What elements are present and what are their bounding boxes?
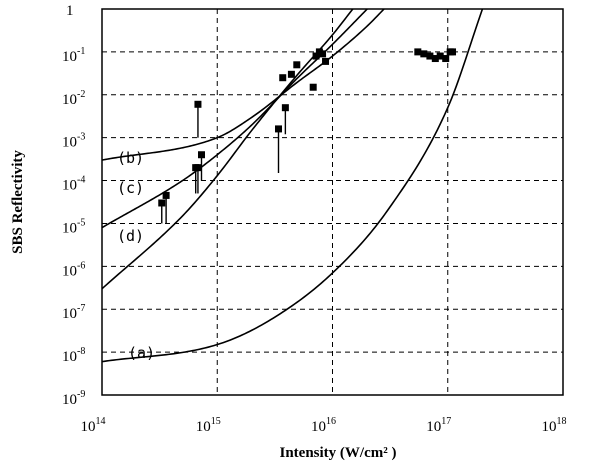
y-tick-exponent: -2 bbox=[77, 89, 85, 100]
data-point bbox=[420, 50, 428, 58]
curves bbox=[101, 8, 484, 363]
curve-d bbox=[101, 8, 354, 290]
data-point bbox=[158, 199, 166, 207]
data-point bbox=[312, 52, 320, 60]
tick-labels: 1014 1015 1016 1017 1018110-110-210-310-410-… bbox=[62, 3, 567, 435]
x-tick-base: 10 bbox=[311, 419, 326, 435]
y-tick-exponent: -1 bbox=[77, 46, 85, 57]
y-tick-label: 10-9 bbox=[62, 389, 85, 408]
y-tick-label: 10-6 bbox=[62, 260, 85, 279]
x-tick-exponent: 14 bbox=[96, 416, 106, 427]
x-tick-label: 1016 bbox=[311, 416, 336, 435]
x-tick-base: 10 bbox=[542, 419, 557, 435]
grid bbox=[102, 9, 563, 395]
data-point bbox=[414, 48, 422, 56]
data-point bbox=[279, 74, 287, 82]
y-tick-base: 10 bbox=[62, 135, 77, 151]
y-tick-exponent: -9 bbox=[77, 389, 85, 400]
y-tick-exponent: -7 bbox=[77, 303, 85, 314]
x-tick-label: 1015 bbox=[196, 416, 221, 435]
x-tick-exponent: 16 bbox=[326, 416, 336, 427]
data-point bbox=[322, 57, 330, 65]
y-tick-label: 10-3 bbox=[62, 132, 85, 151]
plot-frame bbox=[101, 8, 564, 396]
x-tick-base: 10 bbox=[196, 419, 211, 435]
y-tick-label: 10-1 bbox=[62, 46, 85, 65]
y-tick-exponent: -5 bbox=[77, 217, 85, 228]
y-tick-label: 10-7 bbox=[62, 303, 85, 322]
y-tick-label: 10-8 bbox=[62, 346, 85, 365]
curve-b bbox=[101, 8, 385, 161]
curve-labels: (a) (b) (c) (d) bbox=[117, 149, 155, 362]
curve-label-b: (b) bbox=[117, 149, 144, 167]
y-tick-base: 10 bbox=[62, 178, 77, 194]
x-tick-base: 10 bbox=[81, 419, 96, 435]
data-point bbox=[426, 52, 434, 60]
curve-label-a: (a) bbox=[128, 344, 155, 362]
y-tick-base: 10 bbox=[62, 220, 77, 236]
y-tick-base: 10 bbox=[62, 263, 77, 279]
data-point bbox=[449, 48, 457, 56]
x-tick-exponent: 15 bbox=[211, 416, 221, 427]
y-tick-label: 10-2 bbox=[62, 89, 85, 108]
data-point bbox=[281, 104, 289, 112]
y-tick-base: 10 bbox=[62, 49, 77, 65]
data-point bbox=[319, 50, 327, 58]
x-axis-label: Intensity (W/cm² ) bbox=[280, 445, 397, 461]
y-tick-base: 10 bbox=[62, 392, 77, 408]
x-tick-label: 1018 bbox=[542, 416, 567, 435]
data-point bbox=[275, 125, 283, 133]
x-tick-exponent: 18 bbox=[557, 416, 567, 427]
data-point bbox=[287, 70, 295, 78]
x-tick-base: 10 bbox=[426, 419, 441, 435]
x-tick-exponent: 17 bbox=[441, 416, 451, 427]
y-tick-base: 10 bbox=[62, 306, 77, 322]
y-tick-label: 10-5 bbox=[62, 217, 85, 236]
data-point bbox=[197, 151, 205, 159]
data-point bbox=[442, 55, 450, 63]
data-point bbox=[293, 61, 301, 69]
curve-a bbox=[101, 8, 484, 363]
y-tick-base: 10 bbox=[62, 92, 77, 108]
y-tick-exponent: -3 bbox=[77, 132, 85, 143]
x-tick-label: 1017 bbox=[426, 416, 451, 435]
data-point bbox=[162, 191, 170, 199]
data-point bbox=[431, 55, 439, 63]
data-point bbox=[194, 100, 202, 108]
data-points bbox=[158, 48, 457, 224]
data-point bbox=[194, 164, 202, 172]
y-tick-label: 1 bbox=[66, 3, 74, 19]
curve-label-d: (d) bbox=[117, 227, 144, 245]
y-tick-base: 10 bbox=[62, 349, 77, 365]
y-axis-label: SBS Reflectivity bbox=[10, 150, 26, 254]
data-point bbox=[436, 52, 444, 60]
y-tick-exponent: -8 bbox=[77, 346, 85, 357]
y-tick-exponent: -4 bbox=[77, 175, 85, 186]
data-point bbox=[309, 83, 317, 91]
x-tick-label: 1014 bbox=[81, 416, 106, 435]
y-tick-exponent: -6 bbox=[77, 260, 85, 271]
y-tick-label: 10-4 bbox=[62, 175, 85, 194]
curve-label-c: (c) bbox=[117, 179, 144, 197]
